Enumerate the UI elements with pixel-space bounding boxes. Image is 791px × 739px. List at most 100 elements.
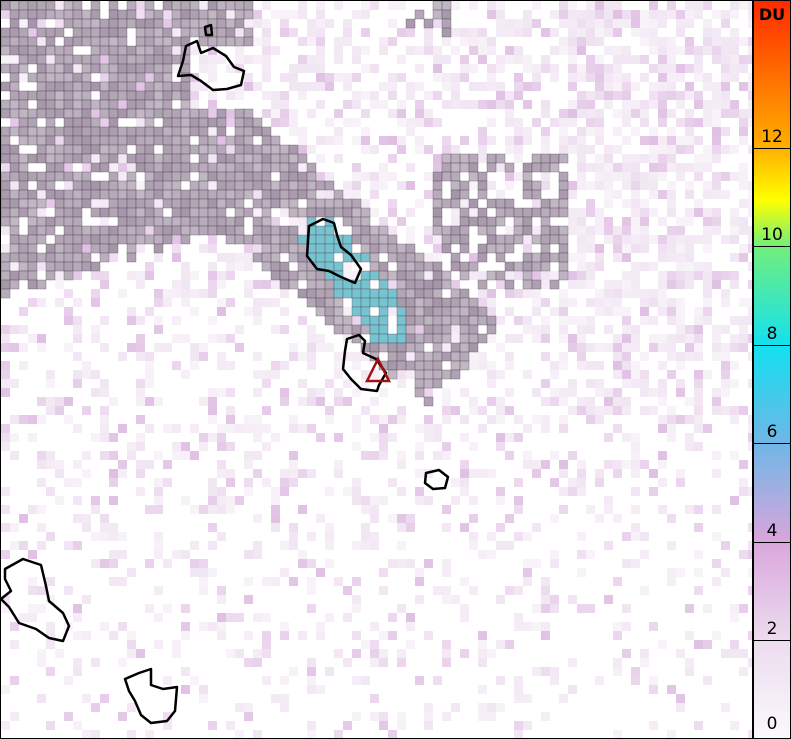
background-pixel (397, 658, 406, 667)
plume-pixel (54, 171, 65, 182)
background-pixel (640, 649, 649, 658)
plume-pixel (9, 36, 20, 47)
background-pixel (235, 496, 244, 505)
plume-pixel (522, 225, 533, 236)
background-pixel (685, 442, 694, 451)
plume-pixel (459, 288, 470, 299)
plume-pixel (171, 126, 182, 137)
background-pixel (370, 514, 379, 523)
background-pixel (478, 658, 487, 667)
background-pixel (343, 271, 352, 280)
plume-pixel (288, 234, 299, 245)
background-pixel (118, 712, 127, 721)
plume-pixel (234, 117, 245, 128)
background-pixel (226, 388, 235, 397)
plume-pixel (189, 189, 200, 200)
background-pixel (541, 424, 550, 433)
background-pixel (289, 469, 298, 478)
plume-pixel (9, 225, 20, 236)
island-volcano (341, 333, 388, 393)
background-pixel (217, 631, 226, 640)
plume-pixel (423, 306, 434, 317)
background-pixel (622, 253, 631, 262)
background-pixel (658, 109, 667, 118)
background-pixel (640, 217, 649, 226)
background-pixel (334, 649, 343, 658)
background-pixel (424, 253, 433, 262)
background-pixel (289, 28, 298, 37)
background-pixel (685, 604, 694, 613)
background-pixel (532, 118, 541, 127)
background-pixel (496, 703, 505, 712)
background-pixel (640, 379, 649, 388)
background-pixel (217, 586, 226, 595)
background-pixel (91, 325, 100, 334)
plume-pixel (162, 1, 173, 11)
plume-pixel (90, 54, 101, 65)
background-pixel (226, 649, 235, 658)
plume-pixel (81, 126, 92, 137)
plume-pixel (441, 315, 452, 326)
background-pixel (586, 226, 595, 235)
background-pixel (406, 559, 415, 568)
background-pixel (226, 424, 235, 433)
plume-pixel (117, 81, 128, 92)
plume-pixel (153, 216, 164, 227)
plume-pixel (81, 135, 92, 146)
background-pixel (370, 1, 379, 10)
background-pixel (712, 190, 721, 199)
plume-pixel (9, 270, 20, 281)
background-pixel (676, 91, 685, 100)
plume-pixel (126, 1, 137, 11)
background-pixel (541, 145, 550, 154)
plume-pixel (234, 144, 245, 155)
plume-pixel (1, 198, 11, 209)
background-pixel (640, 262, 649, 271)
background-pixel (559, 289, 568, 298)
plume-pixel (324, 279, 335, 290)
plume-pixel (432, 369, 443, 380)
plume-pixel (504, 243, 515, 254)
background-pixel (712, 118, 721, 127)
background-pixel (298, 37, 307, 46)
background-pixel (676, 280, 685, 289)
background-pixel (559, 307, 568, 316)
background-pixel (73, 496, 82, 505)
background-pixel (289, 352, 298, 361)
background-pixel (595, 163, 604, 172)
background-pixel (379, 388, 388, 397)
background-pixel (64, 676, 73, 685)
background-pixel (1, 721, 10, 730)
plume-pixel (378, 243, 389, 254)
background-pixel (568, 478, 577, 487)
background-pixel (613, 46, 622, 55)
plume-pixel (9, 18, 20, 29)
background-pixel (649, 10, 658, 19)
background-pixel (586, 325, 595, 334)
background-pixel (613, 55, 622, 64)
background-pixel (136, 388, 145, 397)
background-pixel (514, 136, 523, 145)
plume-pixel (342, 288, 353, 299)
background-pixel (712, 37, 721, 46)
plume-pixel (306, 171, 317, 182)
plume-pixel (45, 27, 56, 38)
background-pixel (505, 271, 514, 280)
plume-pixel (153, 225, 164, 236)
background-pixel (469, 181, 478, 190)
background-pixel (226, 469, 235, 478)
background-pixel (397, 721, 406, 730)
background-pixel (433, 55, 442, 64)
plume-pixel (63, 81, 74, 92)
background-pixel (739, 253, 748, 262)
plume-pixel (459, 360, 470, 371)
background-pixel (361, 109, 370, 118)
background-pixel (541, 334, 550, 343)
plume-pixel (351, 225, 362, 236)
background-pixel (676, 46, 685, 55)
background-pixel (1, 361, 10, 370)
background-pixel (748, 316, 752, 325)
background-pixel (622, 433, 631, 442)
background-pixel (658, 361, 667, 370)
background-pixel (523, 127, 532, 136)
